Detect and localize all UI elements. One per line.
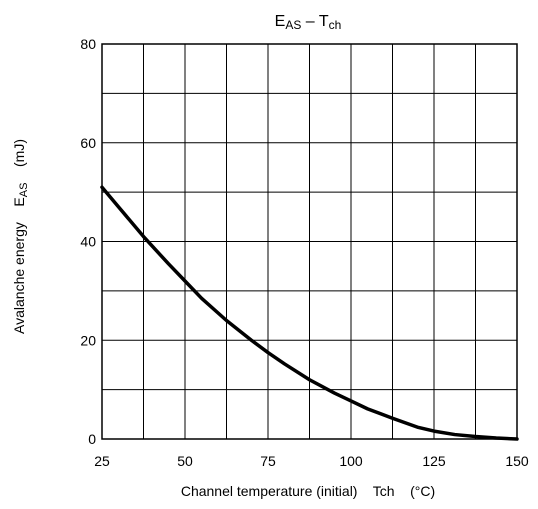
x-tick-label: 50 (177, 453, 193, 469)
y-axis-label-unit: (mJ) (11, 139, 27, 183)
series-line-0 (100, 185, 519, 441)
x-tick-label: 150 (505, 453, 529, 469)
y-tick-labels: 0 20 40 60 80 (80, 36, 96, 447)
y-axis-label: Avalanche energy EAS (mJ) (11, 120, 30, 361)
title-main: E (275, 13, 286, 30)
title-main-subscript: AS (285, 18, 301, 32)
title-var: T (319, 13, 329, 30)
y-tick-label: 40 (80, 234, 96, 250)
y-tick-label: 0 (88, 431, 96, 447)
y-tick-label: 20 (80, 332, 96, 348)
y-axis-label-subscript: AS (18, 183, 30, 198)
x-tick-label: 25 (94, 453, 110, 469)
y-axis-label-text: Avalanche energy E (11, 197, 27, 334)
chart-title: EAS – Tch (275, 13, 342, 32)
title-var-subscript: ch (329, 18, 342, 32)
x-axis-label: Channel temperature (initial) Tch (°C) (181, 483, 435, 499)
title-dash: – (301, 13, 319, 30)
grid (102, 44, 517, 439)
plot-frame (101, 43, 518, 440)
x-tick-labels: 25 50 75 100 125 150 (94, 453, 529, 469)
y-tick-label: 80 (80, 36, 96, 52)
x-tick-label: 100 (339, 453, 363, 469)
x-tick-label: 75 (260, 453, 276, 469)
series-layer (100, 185, 519, 441)
y-tick-label: 60 (80, 135, 96, 151)
x-tick-label: 125 (422, 453, 446, 469)
plot-border (101, 43, 518, 440)
